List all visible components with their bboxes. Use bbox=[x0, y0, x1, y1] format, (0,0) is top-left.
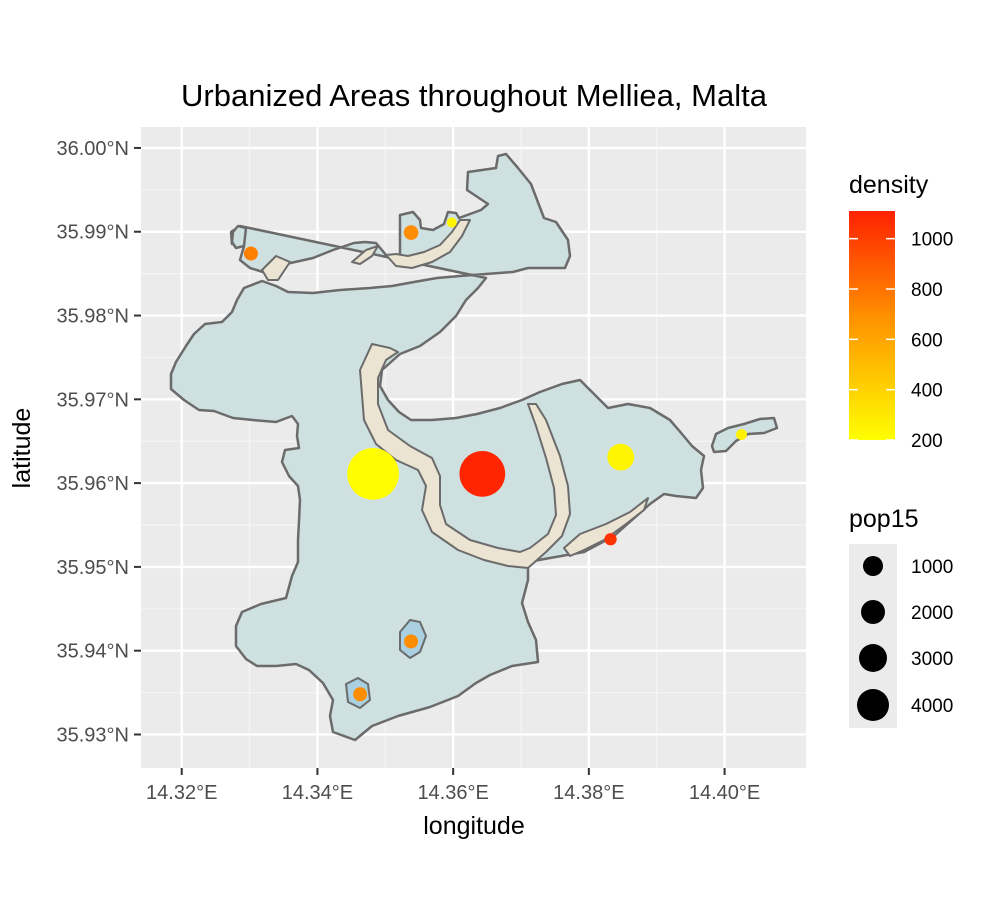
x-tick-label: 14.38°E bbox=[553, 782, 624, 804]
y-tick-label: 35.93°N bbox=[57, 724, 130, 746]
pop15-legend-label: 2000 bbox=[911, 603, 953, 624]
density-legend-title: density bbox=[849, 171, 929, 199]
urban-area-north-west bbox=[261, 255, 291, 281]
density-legend-label: 1000 bbox=[911, 230, 953, 251]
urban-area-north-coast bbox=[385, 219, 471, 269]
y-tick-label: 35.97°N bbox=[57, 389, 130, 411]
density-colorbar bbox=[849, 211, 895, 440]
y-tick-label: 36.00°N bbox=[57, 138, 130, 160]
x-axis: 14.32°E 14.34°E 14.36°E 14.38°E 14.40°E bbox=[146, 768, 760, 804]
density-legend-label: 600 bbox=[911, 330, 943, 351]
density-point bbox=[404, 634, 419, 649]
density-point bbox=[403, 225, 419, 240]
density-point bbox=[604, 533, 617, 546]
y-tick-label: 35.99°N bbox=[57, 222, 130, 244]
urban-area-central-road bbox=[359, 343, 571, 569]
chart-title: Urbanized Areas throughout Melliea, Malt… bbox=[181, 78, 768, 113]
y-tick-label: 35.96°N bbox=[57, 473, 130, 495]
y-axis: 35.93°N 35.94°N 35.95°N 35.96°N 35.97°N 35.98… bbox=[57, 138, 141, 746]
x-tick-label: 14.32°E bbox=[146, 782, 217, 804]
density-point bbox=[446, 217, 457, 228]
density-legend: density 200 400 600 800 1000 bbox=[849, 171, 953, 452]
pop15-legend-key bbox=[857, 689, 889, 721]
pop15-legend-label: 3000 bbox=[911, 649, 953, 670]
x-tick-label: 14.36°E bbox=[417, 782, 488, 804]
melliea-boundary bbox=[169, 152, 706, 742]
pop15-legend-key bbox=[861, 600, 885, 624]
y-axis-label: latitude bbox=[8, 408, 36, 489]
density-legend-label: 400 bbox=[911, 381, 943, 402]
pop15-legend-label: 4000 bbox=[911, 696, 953, 717]
points-layer bbox=[243, 217, 747, 702]
density-legend-label: 200 bbox=[911, 431, 943, 452]
pop15-legend-key bbox=[859, 644, 887, 672]
density-legend-ticks: 200 400 600 800 1000 bbox=[849, 230, 953, 452]
density-point bbox=[736, 429, 747, 440]
region-layer bbox=[169, 152, 779, 742]
density-point bbox=[607, 443, 635, 471]
y-tick-label: 35.94°N bbox=[57, 641, 130, 663]
density-point bbox=[347, 448, 399, 500]
x-tick-label: 14.34°E bbox=[282, 782, 353, 804]
density-point bbox=[353, 687, 368, 702]
pop15-legend-title: pop15 bbox=[849, 505, 919, 533]
density-point bbox=[459, 451, 506, 497]
density-point bbox=[243, 246, 258, 261]
x-tick-label: 14.40°E bbox=[689, 782, 760, 804]
x-axis-label: longitude bbox=[423, 812, 524, 840]
urban-area-east-coast bbox=[563, 497, 649, 557]
pop15-legend-label: 1000 bbox=[911, 557, 953, 578]
urban-area-north-bay bbox=[351, 245, 379, 265]
y-tick-label: 35.98°N bbox=[57, 306, 130, 328]
nw-peninsula bbox=[230, 224, 248, 250]
density-legend-label: 800 bbox=[911, 280, 943, 301]
pop15-legend: pop15 1000 2000 3000 4000 bbox=[849, 505, 953, 728]
pop15-legend-keys: 1000 2000 3000 4000 bbox=[857, 556, 953, 721]
y-tick-label: 35.95°N bbox=[57, 557, 130, 579]
pop15-legend-key bbox=[863, 556, 883, 576]
